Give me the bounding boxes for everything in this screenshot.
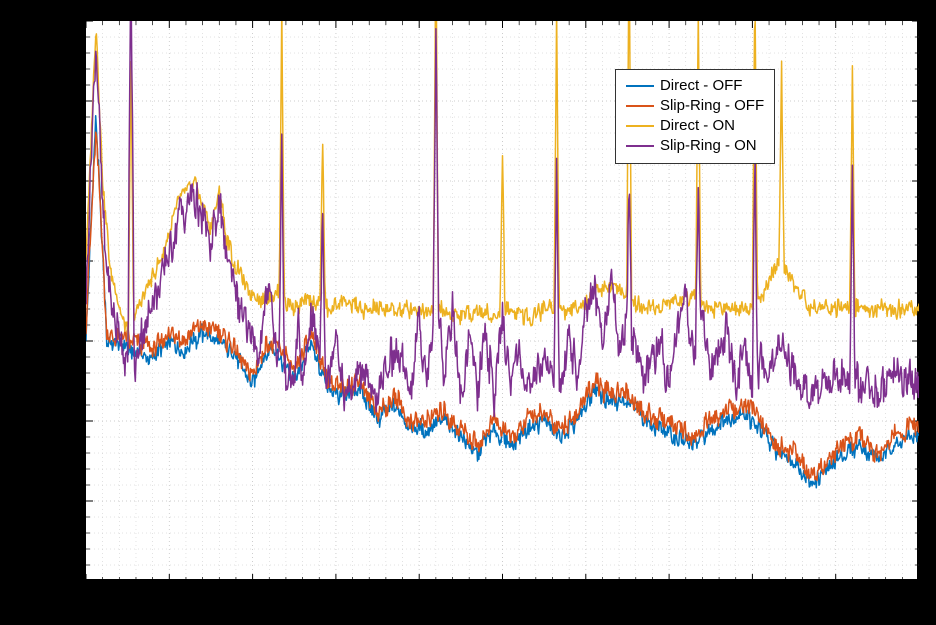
legend: Direct - OFFSlip-Ring - OFFDirect - ONSl… [615, 69, 775, 164]
legend-item: Slip-Ring - OFF [626, 96, 764, 116]
legend-swatch [626, 125, 654, 127]
chart-svg [86, 21, 919, 581]
plot-area: Direct - OFFSlip-Ring - OFFDirect - ONSl… [85, 20, 918, 580]
legend-label: Direct - OFF [660, 76, 743, 96]
legend-swatch [626, 85, 654, 87]
legend-label: Slip-Ring - ON [660, 136, 757, 156]
legend-item: Slip-Ring - ON [626, 136, 764, 156]
legend-swatch [626, 145, 654, 147]
legend-label: Slip-Ring - OFF [660, 96, 764, 116]
legend-label: Direct - ON [660, 116, 735, 136]
legend-item: Direct - OFF [626, 76, 764, 96]
legend-swatch [626, 105, 654, 107]
legend-item: Direct - ON [626, 116, 764, 136]
